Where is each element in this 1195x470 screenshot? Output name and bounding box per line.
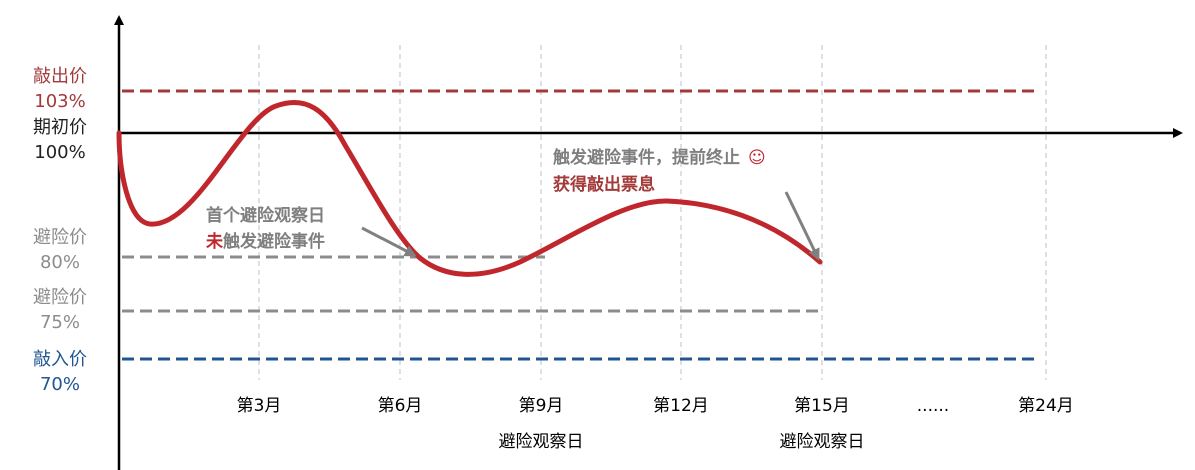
knockout-pct: 103% [34,91,85,112]
annotation-knockout-event: 触发避险事件，提前终止 ☺ 获得敲出票息 [552,147,820,261]
month-label: 第9月 [519,396,564,416]
knockin-label: 敲入价 [33,349,87,370]
protect-75-pct: 75% [40,312,80,333]
initial-label: 期初价 [33,117,87,138]
month-label: 第12月 [653,396,709,416]
month-label: 第3月 [237,396,282,416]
knockin-pct: 70% [40,374,80,395]
annotation-second-text: 触发避险事件，提前终止 [552,147,740,168]
level-labels: 敲出价 103% 期初价 100% 避险价 80% 避险价 75% 敲入价 70… [33,66,87,395]
month-gridlines [258,45,1047,380]
smiley-icon: ☺ [748,148,766,168]
annotation-first-line2: 未触发避险事件 [205,231,325,252]
month-labels: 第3月 第6月 第9月 第12月 第15月 ...... 第24月 [237,396,1074,416]
annotation-second-line1: 触发避险事件，提前终止 ☺ [552,147,766,168]
ellipsis-label: ...... [917,396,949,416]
annotation-second-arrow [784,191,820,261]
observation-day-label: 避险观察日 [499,432,584,452]
month-label: 第24月 [1018,396,1074,416]
month-label: 第15月 [794,396,850,416]
knockout-label: 敲出价 [33,66,87,87]
annotation-first-line1: 首个避险观察日 [206,205,325,226]
protect-80-label: 避险价 [33,227,87,248]
price-path-curve [116,99,823,277]
annotation-first-observation: 首个避险观察日 未触发避险事件 [205,205,417,257]
observation-labels: 避险观察日 避险观察日 [499,432,865,452]
annotation-first-arrow [361,226,417,257]
annotation-second-line2: 获得敲出票息 [553,174,655,195]
initial-pct: 100% [34,142,85,163]
protect-80-pct: 80% [40,252,80,273]
observation-day-label: 避险观察日 [780,432,865,452]
annotation-first-rest: 触发避险事件 [222,231,325,252]
protect-75-label: 避险价 [33,287,87,308]
month-label: 第6月 [378,396,423,416]
annotation-first-prefix: 未 [205,231,223,252]
